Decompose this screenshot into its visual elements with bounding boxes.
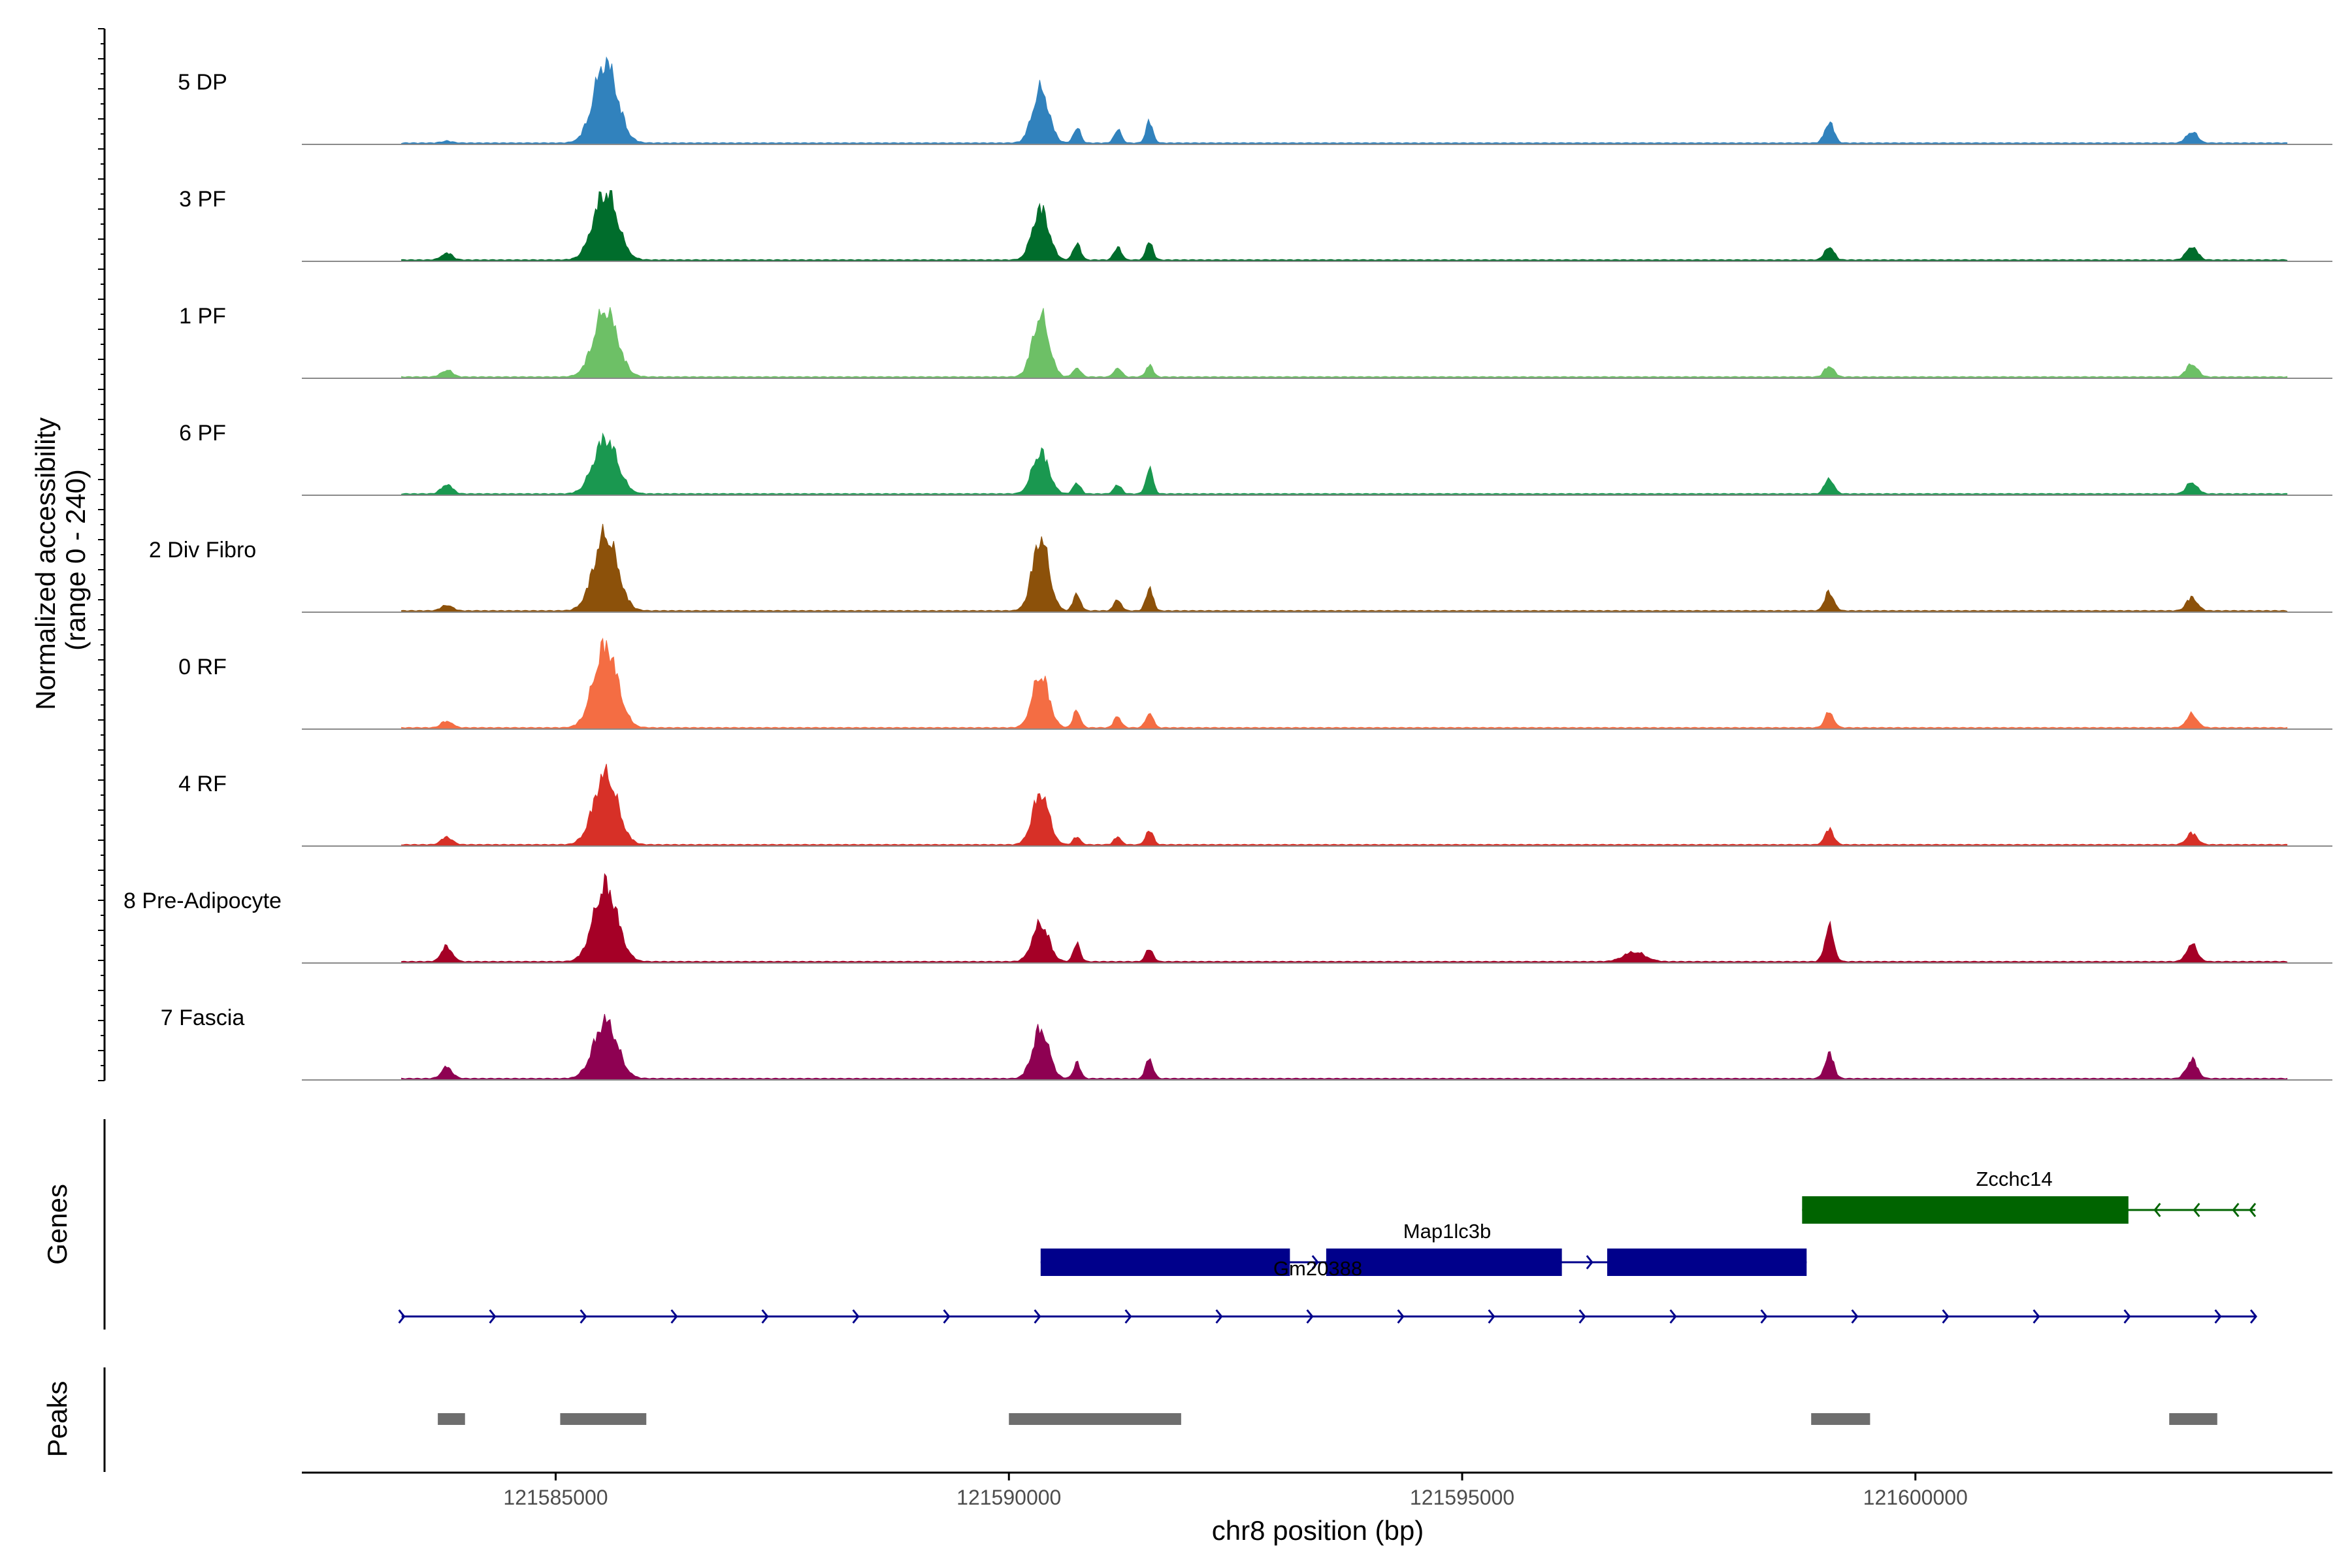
strand-arrow <box>1397 1309 1405 1324</box>
coverage-area <box>401 432 2288 496</box>
peaks-panel: Peaks <box>42 1367 2217 1472</box>
coverage-tracks: 5 DP 3 PF 1 PF 6 PF 2 Div Fibro 0 RF 4 RF 8 Pre… <box>123 56 2332 1081</box>
gene-label: Map1lc3b <box>1403 1220 1491 1243</box>
strand-arrow <box>2033 1309 2040 1324</box>
peak-region <box>560 1413 647 1425</box>
gene-exon <box>1040 1249 1290 1276</box>
peaks-title: Peaks <box>42 1381 73 1458</box>
coverage-y-ticks <box>98 28 105 1081</box>
coverage-area <box>401 189 2288 262</box>
track-label: 7 Fascia <box>161 1005 245 1030</box>
coverage-area <box>401 1014 2288 1081</box>
track-label: 3 PF <box>179 187 226 212</box>
strand-arrow <box>1851 1309 1859 1324</box>
y-axis-title: Normalized accessibility (range 0 - 240) <box>30 410 91 710</box>
strand-arrow <box>1942 1309 1950 1324</box>
gene-exon <box>1802 1196 2129 1224</box>
genes-panel: Genes Zcchc14 Map1lc3b Gm20388 <box>42 1119 2257 1330</box>
x-ticks: 121585000 121590000 121595000 121600000 <box>503 1473 1968 1509</box>
gene-label: Gm20388 <box>1273 1257 1362 1280</box>
strand-arrow <box>943 1309 951 1324</box>
x-axis-title: chr8 position (bp) <box>1212 1515 1424 1546</box>
coverage-area <box>401 523 2288 613</box>
strand-arrow <box>2193 1203 2200 1217</box>
gene-exon <box>1326 1249 1562 1276</box>
strand-arrow <box>398 1309 406 1324</box>
x-tick-label: 121600000 <box>1863 1486 1968 1509</box>
track-label: 2 Div Fibro <box>149 538 256 563</box>
gene-label: Zcchc14 <box>1976 1168 2052 1190</box>
x-axis: 121585000 121590000 121595000 121600000 chr… <box>302 1471 2332 1546</box>
strand-arrow <box>580 1309 587 1324</box>
track-0-rf: 0 RF <box>178 637 2332 730</box>
strand-arrow <box>761 1309 769 1324</box>
strand-arrow <box>1669 1309 1677 1324</box>
y-axis-title-line2: (range 0 - 240) <box>60 469 91 651</box>
gene-annotations: Zcchc14 Map1lc3b Gm20388 <box>398 1168 2257 1324</box>
coverage-area <box>401 764 2288 847</box>
track-3-pf: 3 PF <box>179 187 2332 262</box>
track-2-div-fibro: 2 Div Fibro <box>149 523 2332 613</box>
x-tick-label: 121585000 <box>503 1486 608 1509</box>
strand-arrow <box>1215 1309 1223 1324</box>
gene-gm20388: Gm20388 <box>398 1257 2257 1324</box>
strand-arrow <box>1760 1309 1768 1324</box>
genes-title: Genes <box>42 1184 73 1265</box>
strand-arrow <box>1488 1309 1495 1324</box>
coverage-y-axis <box>98 28 106 1081</box>
coverage-area <box>401 307 2288 379</box>
strand-arrow <box>2249 1203 2257 1217</box>
track-label: 1 PF <box>179 304 226 329</box>
strand-arrow <box>1586 1255 1593 1269</box>
x-tick-label: 121595000 <box>1410 1486 1514 1509</box>
gene-map1lc3b: Map1lc3b <box>1040 1220 1807 1276</box>
strand-arrow <box>1306 1309 1314 1324</box>
track-8-pre-adipocyte: 8 Pre-Adipocyte <box>123 873 2332 964</box>
track-label: 5 DP <box>178 70 227 95</box>
peak-region <box>1811 1413 1870 1425</box>
track-label: 6 PF <box>179 421 226 446</box>
track-label: 0 RF <box>178 655 227 679</box>
strand-arrow <box>1578 1309 1586 1324</box>
strand-arrow <box>489 1309 497 1324</box>
track-label: 8 Pre-Adipocyte <box>123 889 282 913</box>
track-5-dp: 5 DP <box>178 56 2332 145</box>
strand-arrow <box>670 1309 678 1324</box>
peak-region <box>1009 1413 1181 1425</box>
strand-arrow <box>2214 1309 2222 1324</box>
gene-zcchc14: Zcchc14 <box>1802 1168 2257 1224</box>
track-1-pf: 1 PF <box>179 304 2332 379</box>
strand-arrow <box>1311 1255 1319 1269</box>
strand-arrow <box>2123 1309 2131 1324</box>
peak-region <box>2169 1413 2217 1425</box>
peak-region <box>438 1413 465 1425</box>
y-axis-title-line1: Normalized accessibility <box>30 417 61 710</box>
track-6-pf: 6 PF <box>179 421 2332 496</box>
strand-arrow <box>2249 1309 2257 1324</box>
strand-arrow <box>852 1309 860 1324</box>
coverage-area <box>401 56 2288 145</box>
strand-arrow <box>2153 1203 2161 1217</box>
strand-arrow <box>2232 1203 2240 1217</box>
track-label: 4 RF <box>178 772 227 796</box>
strand-arrow <box>1124 1309 1132 1324</box>
strand-arrow <box>1034 1309 1041 1324</box>
gene-exon <box>1607 1249 1807 1276</box>
coverage-area <box>401 637 2288 730</box>
coverage-area <box>401 873 2288 964</box>
peak-regions <box>438 1413 2217 1425</box>
x-tick-label: 121590000 <box>956 1486 1061 1509</box>
track-7-fascia: 7 Fascia <box>161 1005 2332 1081</box>
track-4-rf: 4 RF <box>178 764 2332 847</box>
